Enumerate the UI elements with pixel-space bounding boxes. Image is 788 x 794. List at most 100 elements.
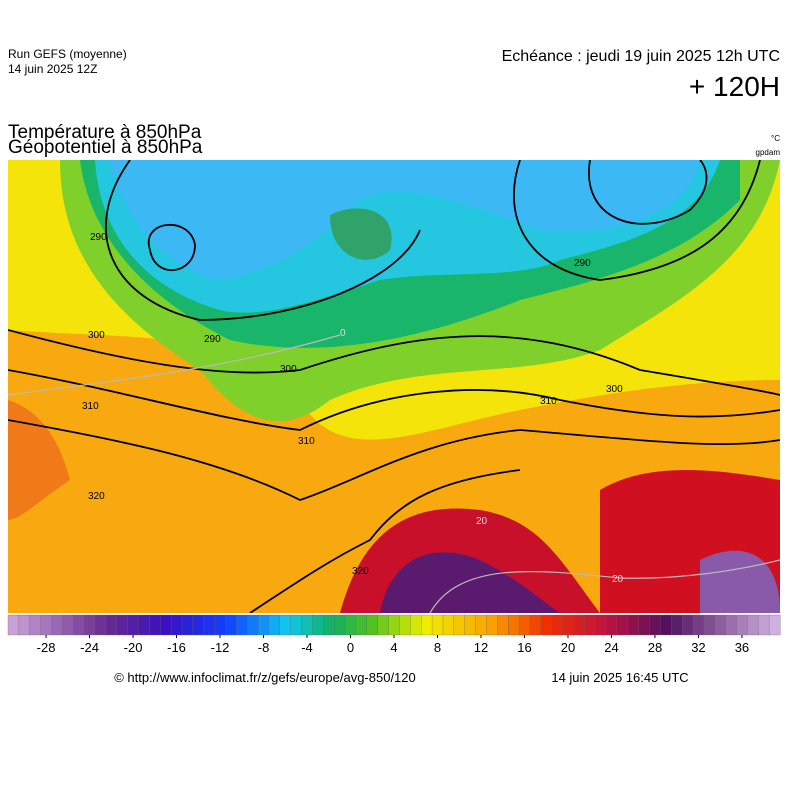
colorbar-swatch [257, 614, 270, 636]
colorbar-swatch [638, 614, 650, 636]
colorbar: -28 -24 -20 -16 -12 -8 -4 0 4 8 12 16 20 24 28 32 36 [7, 614, 781, 655]
unit: gpdam [756, 148, 781, 157]
colorbar-swatch [160, 614, 172, 636]
colorbar-tick-label: 4 [390, 640, 397, 655]
colorbar-swatch [475, 614, 487, 636]
colorbar-swatch [51, 614, 63, 636]
colorbar-swatch [584, 614, 596, 636]
colorbar-swatch [725, 614, 737, 636]
run-date: 14 juin 2025 12Z [8, 62, 97, 76]
colorbar-swatch [605, 614, 618, 636]
colorbar-tick-label: 24 [604, 640, 618, 655]
contour-label: 300 [280, 364, 297, 375]
colorbar-swatch [116, 614, 129, 636]
colorbar-swatch [540, 614, 553, 636]
colorbar-tick-label: -16 [167, 640, 186, 655]
colorbar-swatch [703, 614, 716, 636]
contour-label: 310 [82, 401, 99, 412]
colorbar-swatch [399, 614, 411, 636]
colorbar-tick-label: 8 [434, 640, 441, 655]
contour-label: 310 [540, 396, 557, 407]
colorbar-swatch [377, 614, 390, 636]
contour-label: 290 [90, 232, 107, 243]
unit: °C [771, 134, 780, 143]
colorbar-swatch [649, 614, 661, 636]
colorbar-tick-label: -20 [124, 640, 143, 655]
colorbar-tick-label: -4 [301, 640, 313, 655]
contour-label: 20 [476, 516, 488, 527]
colorbar-tick-label: 20 [561, 640, 575, 655]
contour-label: 20 [612, 574, 624, 585]
colorbar-swatch [758, 614, 770, 636]
colorbar-swatch [453, 614, 466, 636]
title: Géopotentiel à 850hPa [8, 137, 203, 158]
colorbar-swatch [660, 614, 672, 636]
colorbar-swatch [573, 614, 585, 636]
colorbar-tick-label: 12 [474, 640, 488, 655]
colorbar-swatch [562, 614, 574, 636]
lead: + 120H [689, 71, 780, 102]
colorbar-tick-label: -12 [211, 640, 230, 655]
colorbar-tick-label: 36 [735, 640, 749, 655]
colorbar-swatch [486, 614, 498, 636]
colorbar-swatch [225, 614, 237, 636]
colorbar-swatch [529, 614, 542, 636]
contour-label: 320 [88, 491, 105, 502]
colorbar-swatch [508, 614, 520, 636]
colorbar-swatch [138, 614, 150, 636]
contour-label: 290 [574, 258, 591, 269]
colorbar-swatch [442, 614, 455, 636]
colorbar-swatch [421, 614, 433, 636]
colorbar-swatch [692, 614, 705, 636]
colorbar-tick-label: -24 [80, 640, 99, 655]
colorbar-swatch [29, 614, 42, 636]
colorbar-swatch [497, 614, 509, 636]
colorbar-swatch [127, 614, 139, 636]
colorbar-swatch [18, 614, 31, 636]
colorbar-swatch [714, 614, 727, 636]
run: Run GEFS (moyenne) [8, 47, 127, 61]
colorbar-swatch [736, 614, 748, 636]
colorbar-swatch [73, 614, 85, 636]
colorbar-tick-label: 32 [691, 640, 705, 655]
colorbar-swatch [768, 614, 781, 636]
colorbar-swatch [681, 614, 694, 636]
colorbar-swatch [388, 614, 400, 636]
colorbar-swatch [214, 614, 226, 636]
colorbar-swatch [595, 614, 607, 636]
colorbar-swatch [7, 614, 20, 636]
contour-label: 300 [88, 330, 105, 341]
contour-label: 290 [204, 334, 221, 345]
colorbar-swatch [323, 614, 335, 636]
colorbar-swatch [83, 614, 96, 636]
map [8, 160, 780, 613]
footer-url: © http://www.infoclimat.fr/z/gefs/europe… [114, 670, 416, 685]
colorbar-tick-label: 0 [347, 640, 354, 655]
footer-issued: 14 juin 2025 16:45 UTC [551, 670, 688, 685]
colorbar-swatch [312, 614, 324, 636]
colorbar-swatch [40, 614, 52, 636]
colorbar-swatch [671, 614, 683, 636]
colorbar-swatch [149, 614, 161, 636]
colorbar-tick-label: 28 [648, 640, 662, 655]
colorbar-swatch [181, 614, 194, 636]
valid: Echéance : jeudi 19 juin 2025 12h UTC [502, 48, 780, 65]
colorbar-swatch [236, 614, 248, 636]
colorbar-swatch [290, 614, 303, 636]
contour-label: 0 [340, 328, 346, 339]
colorbar-swatch [355, 614, 368, 636]
colorbar-swatch [301, 614, 313, 636]
title: Température à 850hPa [8, 122, 202, 143]
colorbar-swatch [268, 614, 281, 636]
colorbar-swatch [203, 614, 216, 636]
colorbar-swatch [518, 614, 531, 636]
colorbar-tick-label: -8 [258, 640, 270, 655]
colorbar-tick-label: -28 [37, 640, 56, 655]
contour-label: 300 [606, 384, 623, 395]
colorbar-swatch [551, 614, 563, 636]
colorbar-swatch [279, 614, 292, 636]
colorbar-swatch [464, 614, 476, 636]
colorbar-swatch [627, 614, 640, 636]
colorbar-swatch [170, 614, 183, 636]
